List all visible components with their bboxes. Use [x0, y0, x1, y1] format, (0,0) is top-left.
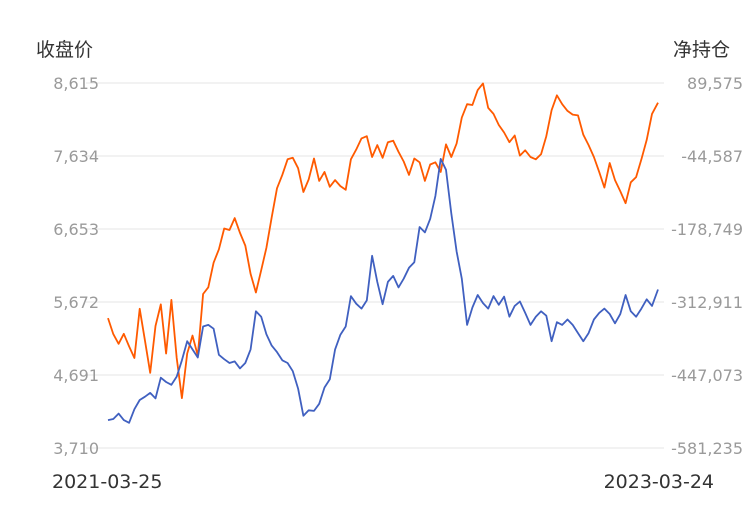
- right-axis-title: 净持仓: [673, 39, 730, 61]
- right-tick-label: -312,911: [671, 293, 743, 312]
- left-tick-label: 4,691: [53, 366, 99, 385]
- right-tick-label: -447,073: [671, 366, 743, 385]
- right-tick-label: -44,587: [681, 147, 743, 166]
- right-tick-label: -178,749: [671, 220, 743, 239]
- series-line-close-price: [107, 82, 659, 399]
- left-tick-label: 3,710: [53, 439, 99, 458]
- left-axis: 8,615 7,634 6,653 5,672 4,691 3,710: [53, 74, 99, 458]
- series-layer: [107, 82, 659, 424]
- gridlines: [86, 82, 664, 449]
- series-line-net-position: [107, 158, 659, 424]
- x-start-label: 2021-03-25: [52, 471, 162, 493]
- left-tick-label: 6,653: [53, 220, 99, 239]
- left-tick-label: 8,615: [53, 74, 99, 93]
- right-axis: 89,575 -44,587 -178,749 -312,911 -447,073 -58…: [671, 74, 743, 458]
- left-tick-label: 7,634: [53, 147, 99, 166]
- right-tick-label: 89,575: [687, 74, 743, 93]
- right-tick-label: -581,235: [671, 439, 743, 458]
- x-end-label: 2023-03-24: [604, 471, 714, 493]
- left-axis-title: 收盘价: [36, 39, 93, 61]
- left-tick-label: 5,672: [53, 293, 99, 312]
